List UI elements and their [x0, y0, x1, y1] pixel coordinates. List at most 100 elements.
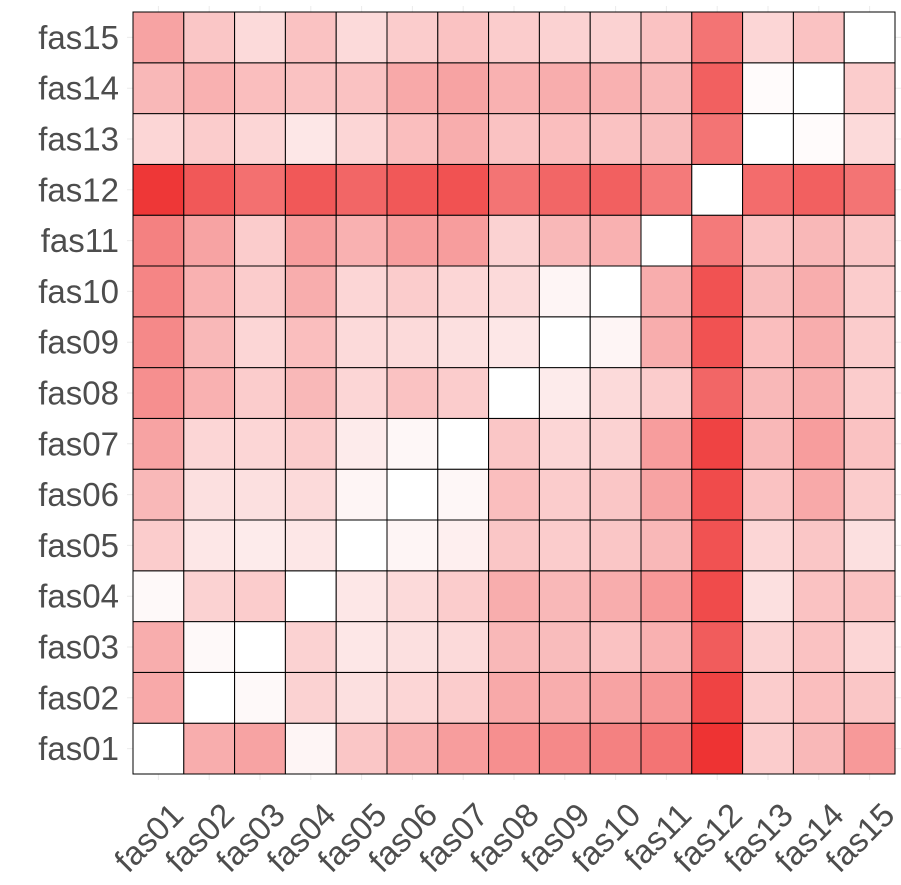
heatmap-cell-fas14-fas06 [386, 62, 439, 115]
heatmap-cell-fas13-fas08 [488, 113, 540, 165]
heatmap-cell-fas14-fas04 [284, 62, 337, 115]
y-tick-label-fas14: fas14 [38, 70, 119, 107]
heatmap-cell-fas07-fas04 [284, 417, 337, 470]
heatmap-cell-fas12-fas13 [742, 163, 794, 216]
heatmap-cell-fas05-fas03 [234, 519, 286, 572]
y-tick-label-fas04: fas04 [38, 578, 119, 615]
heatmap-cell-fas08-fas02 [183, 367, 236, 419]
heatmap-cell-fas06-fas08 [488, 468, 540, 521]
y-tick-label-fas09: fas09 [38, 324, 119, 361]
heatmap-cell-fas07-fas06 [386, 417, 439, 470]
heatmap-cell-fas10-fas04 [284, 265, 337, 318]
heatmap-cell-fas12-fas09 [538, 163, 591, 216]
heatmap-cell-fas10-fas07 [437, 265, 490, 318]
heatmap-cell-fas09-fas07 [437, 316, 490, 369]
heatmap-cell-fas14-fas02 [183, 62, 236, 115]
heatmap-cell-fas06-fas10 [589, 468, 642, 521]
heatmap-cell-fas03-fas10 [589, 621, 642, 673]
heatmap-cell-fas14-fas09 [538, 62, 591, 115]
heatmap-cell-fas08-fas12 [691, 367, 744, 419]
heatmap-cell-fas04-fas09 [538, 570, 591, 623]
y-tick-label-fas02: fas02 [38, 679, 119, 716]
heatmap-cell-fas15-fas08 [488, 11, 540, 64]
heatmap-cell-fas04-fas02 [183, 570, 236, 623]
y-axis-tick-labels: fas01 fas02 fas03 fas04 fas05 fas06 fas07 fas08… [38, 19, 119, 767]
heatmap-cell-fas03-fas08 [488, 621, 540, 673]
heatmap-cell-fas15-fas12 [691, 11, 744, 64]
heatmap-cell-fas08-fas15 [843, 367, 896, 419]
heatmap-cell-fas09-fas10 [589, 316, 642, 369]
heatmap-cell-fas01-fas05 [335, 722, 388, 775]
heatmap-cell-fas02-fas01 [132, 671, 185, 724]
heatmap-cell-fas06-fas05 [335, 468, 388, 521]
heatmap-cell-fas13-fas03 [234, 113, 286, 165]
heatmap-cell-fas03-fas05 [335, 621, 388, 673]
heatmap-cell-fas07-fas03 [234, 417, 286, 470]
heatmap-cell-fas03-fas13 [742, 621, 794, 673]
heatmap-cell-fas06-fas04 [284, 468, 337, 521]
heatmap-cell-fas15-fas06 [386, 11, 439, 64]
heatmap-cell-fas08-fas03 [234, 367, 286, 419]
y-tick-label-fas07: fas07 [38, 425, 119, 462]
heatmap-cell-fas14-fas03 [234, 62, 286, 115]
heatmap-cell-fas04-fas12 [691, 570, 744, 623]
heatmap-cell-fas04-fas06 [386, 570, 439, 623]
heatmap-cell-fas11-fas12 [691, 214, 744, 267]
heatmap-cell-fas05-fas10 [589, 519, 642, 572]
heatmap-cell-fas06-fas07 [437, 468, 490, 521]
heatmap-cell-fas09-fas08 [488, 316, 540, 369]
heatmap-cell-fas14-fas08 [488, 62, 540, 115]
heatmap-cell-fas15-fas11 [640, 11, 693, 64]
heatmap-cell-fas11-fas05 [335, 214, 388, 267]
y-tick-label-fas12: fas12 [38, 171, 119, 208]
heatmap-cell-fas02-fas13 [742, 671, 794, 724]
y-tick-label-fas11: fas11 [41, 222, 119, 259]
heatmap-cell-fas09-fas15 [843, 316, 896, 369]
heatmap-cell-fas14-fas14 [792, 62, 845, 115]
heatmap-cell-fas02-fas15 [843, 671, 896, 724]
heatmap-cell-fas03-fas01 [132, 621, 185, 673]
heatmap-cell-fas12-fas02 [183, 163, 236, 216]
heatmap-cell-fas13-fas06 [386, 113, 439, 165]
heatmap-cell-fas06-fas01 [132, 468, 185, 521]
heatmap-cell-fas09-fas09 [538, 316, 591, 369]
heatmap-cell-fas02-fas03 [234, 671, 286, 724]
heatmap-cell-fas13-fas05 [335, 113, 388, 165]
heatmap-cell-fas04-fas11 [640, 570, 693, 623]
heatmap-cell-fas11-fas08 [488, 214, 540, 267]
heatmap-cell-fas11-fas04 [284, 214, 337, 267]
heatmap-cell-fas09-fas05 [335, 316, 388, 369]
heatmap-cell-fas03-fas12 [691, 621, 744, 673]
heatmap-cell-fas03-fas15 [843, 621, 896, 673]
heatmap-cell-fas14-fas13 [742, 62, 794, 115]
heatmap-cell-fas05-fas06 [386, 519, 439, 572]
heatmap-cell-fas14-fas01 [132, 62, 185, 115]
heatmap-cell-fas08-fas07 [437, 367, 490, 419]
heatmap-cell-fas01-fas11 [640, 722, 693, 775]
heatmap-cell-fas13-fas01 [132, 113, 185, 165]
heatmap-cell-fas10-fas14 [792, 265, 845, 318]
heatmap-cell-fas12-fas15 [843, 163, 896, 216]
heatmap-cell-fas13-fas15 [843, 113, 896, 165]
heatmap-cell-fas03-fas04 [284, 621, 337, 673]
heatmap-cell-fas06-fas15 [843, 468, 896, 521]
heatmap-cell-fas05-fas01 [132, 519, 185, 572]
heatmap-cell-fas09-fas12 [691, 316, 744, 369]
heatmap-cell-fas12-fas11 [640, 163, 693, 216]
heatmap-cell-fas03-fas07 [437, 621, 490, 673]
heatmap-cell-fas07-fas13 [742, 417, 794, 470]
heatmap-cell-fas11-fas03 [234, 214, 286, 267]
heatmap-cell-fas10-fas09 [538, 265, 591, 318]
heatmap-cell-fas02-fas12 [691, 671, 744, 724]
heatmap-cell-fas11-fas02 [183, 214, 236, 267]
heatmap-cell-fas11-fas11 [640, 214, 693, 267]
heatmap-cell-fas01-fas06 [386, 722, 439, 775]
heatmap-cell-fas12-fas03 [234, 163, 286, 216]
heatmap-cell-fas01-fas04 [284, 722, 337, 775]
heatmap-cell-fas11-fas10 [589, 214, 642, 267]
heatmap-cell-fas07-fas01 [132, 417, 185, 470]
heatmap-cell-fas06-fas03 [234, 468, 286, 521]
heatmap-cell-fas01-fas13 [742, 722, 794, 775]
heatmap-cell-fas10-fas05 [335, 265, 388, 318]
